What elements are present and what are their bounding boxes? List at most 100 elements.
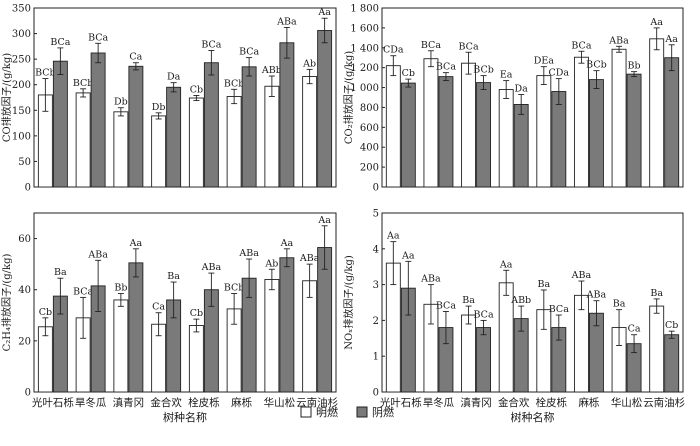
bar-open <box>302 76 318 188</box>
significance-label: Aa <box>317 7 331 18</box>
significance-label: ABb <box>510 295 531 306</box>
x-tick-label: 华山松 <box>611 396 643 409</box>
y-tick-label: 1 <box>373 352 379 363</box>
chart-panel-3: 0 20 40 60 C₂H₄排放因子/(g/kg) Cb Ba 光叶石栎 BCa ABa 旱冬瓜 B… <box>0 212 338 424</box>
x-tick-label: 光叶石栎 <box>380 396 422 409</box>
significance-label: Aa <box>649 17 663 28</box>
y-tick-label: 2 <box>373 316 379 327</box>
significance-label: Da <box>515 84 529 95</box>
bar-smolder <box>279 257 295 393</box>
bar-smolder <box>626 73 642 188</box>
significance-label: Cb <box>402 68 415 79</box>
x-tick-label: 滇青冈 <box>460 396 492 409</box>
y-tick-label: 300 <box>12 29 31 40</box>
bar-smolder <box>438 76 454 188</box>
bar-smolder <box>128 65 144 188</box>
x-axis-label: 树种名称 <box>511 410 555 424</box>
significance-label: Aa <box>401 250 415 261</box>
y-tick-label: 400 <box>360 143 379 154</box>
y-axis-label: CO排放因子/(g/kg) <box>0 53 13 142</box>
bar-open <box>423 58 439 188</box>
significance-label: DEa <box>534 56 555 67</box>
bar-smolder <box>128 262 144 393</box>
significance-label: BCa <box>50 37 70 48</box>
plot-frame <box>33 7 337 188</box>
bar-smolder <box>317 30 333 188</box>
significance-label: ABa <box>608 35 629 46</box>
significance-label: CDa <box>383 45 404 56</box>
significance-label: ABa <box>586 290 607 301</box>
significance-label: Ba <box>537 279 550 290</box>
significance-label: Cb <box>190 308 203 319</box>
chart-panel-4: 012345NOₓ排放因子/(g/kg)AaAa光叶石栎ABaBCa旱冬瓜BaB… <box>342 209 685 425</box>
y-tick-label: 0 <box>373 183 379 194</box>
significance-label: Bb <box>628 61 641 72</box>
y-tick-label: 1 000 <box>350 83 379 94</box>
y-tick-label: 1 800 <box>350 4 379 15</box>
significance-label: ABa <box>238 248 259 259</box>
significance-label: Ba <box>54 267 67 278</box>
bar-open <box>151 115 167 188</box>
bar-open <box>385 65 401 188</box>
x-tick-label: 麻栎 <box>231 396 252 409</box>
bar-open <box>649 305 665 393</box>
significance-label: BCa <box>474 309 494 320</box>
bar-smolder <box>400 82 416 188</box>
x-tick-label: 金合欢 <box>498 396 530 409</box>
bar-smolder <box>52 60 68 188</box>
y-tick-label: 350 <box>12 4 31 15</box>
bar-open <box>113 111 129 188</box>
x-tick-label: 金合欢 <box>150 396 182 409</box>
x-tick-label: 栓皮栎 <box>536 396 568 409</box>
significance-label: ABa <box>201 262 222 273</box>
plot-frame <box>381 212 684 393</box>
significance-label: ABa <box>299 253 320 264</box>
x-axis-label: 树种名称 <box>163 410 207 424</box>
significance-label: BCb <box>224 78 245 89</box>
y-tick-label: 4 <box>373 244 379 255</box>
bar-smolder <box>90 52 106 188</box>
bar-open <box>75 92 91 188</box>
bar-smolder <box>279 42 295 188</box>
significance-label: Aa <box>129 238 143 249</box>
x-tick-label: 栓皮栎 <box>188 396 220 409</box>
significance-label: ABb <box>261 65 282 76</box>
bar-open <box>536 75 552 188</box>
bar-smolder <box>588 79 604 188</box>
y-tick-label: 150 <box>12 106 31 117</box>
y-tick-label: 1 600 <box>350 23 379 34</box>
significance-label: BCa <box>239 47 259 58</box>
y-axis-label: NOₓ排放因子/(g/kg) <box>342 255 355 350</box>
significance-label: Cb <box>665 320 678 331</box>
bar-open <box>188 325 204 393</box>
bar-open <box>37 326 53 393</box>
significance-label: Aa <box>499 259 513 270</box>
legend-label-open: 明燃 <box>316 405 338 419</box>
bar-open <box>226 96 242 188</box>
significance-label: Cb <box>39 307 52 318</box>
bar-open <box>113 299 129 393</box>
significance-label: BCa <box>73 286 93 297</box>
y-tick-label: 1 200 <box>350 63 379 74</box>
y-axis-label: C₂H₄排放因子/(g/kg) <box>0 254 13 352</box>
bar-smolder <box>476 82 492 188</box>
bar-open <box>649 38 665 188</box>
significance-label: BCb <box>473 65 494 76</box>
y-tick-label: 0 <box>25 183 31 194</box>
y-tick-label: 20 <box>18 336 31 347</box>
legend-swatch-open <box>300 406 312 418</box>
y-tick-label: 40 <box>18 285 31 296</box>
y-tick-label: 60 <box>18 234 31 245</box>
legend: 明燃 阴燃 <box>300 405 394 419</box>
plot-frame <box>381 7 684 188</box>
significance-label: BCa <box>549 304 569 315</box>
significance-label: BCa <box>421 40 441 51</box>
significance-label: BCb <box>224 283 245 294</box>
significance-label: BCa <box>436 300 456 311</box>
bar-open <box>611 48 627 188</box>
significance-label: CDa <box>549 68 570 79</box>
bar-open <box>498 89 514 188</box>
significance-label: Ca <box>152 302 165 313</box>
significance-label: Ba <box>613 299 626 310</box>
y-tick-label: 200 <box>12 80 31 91</box>
